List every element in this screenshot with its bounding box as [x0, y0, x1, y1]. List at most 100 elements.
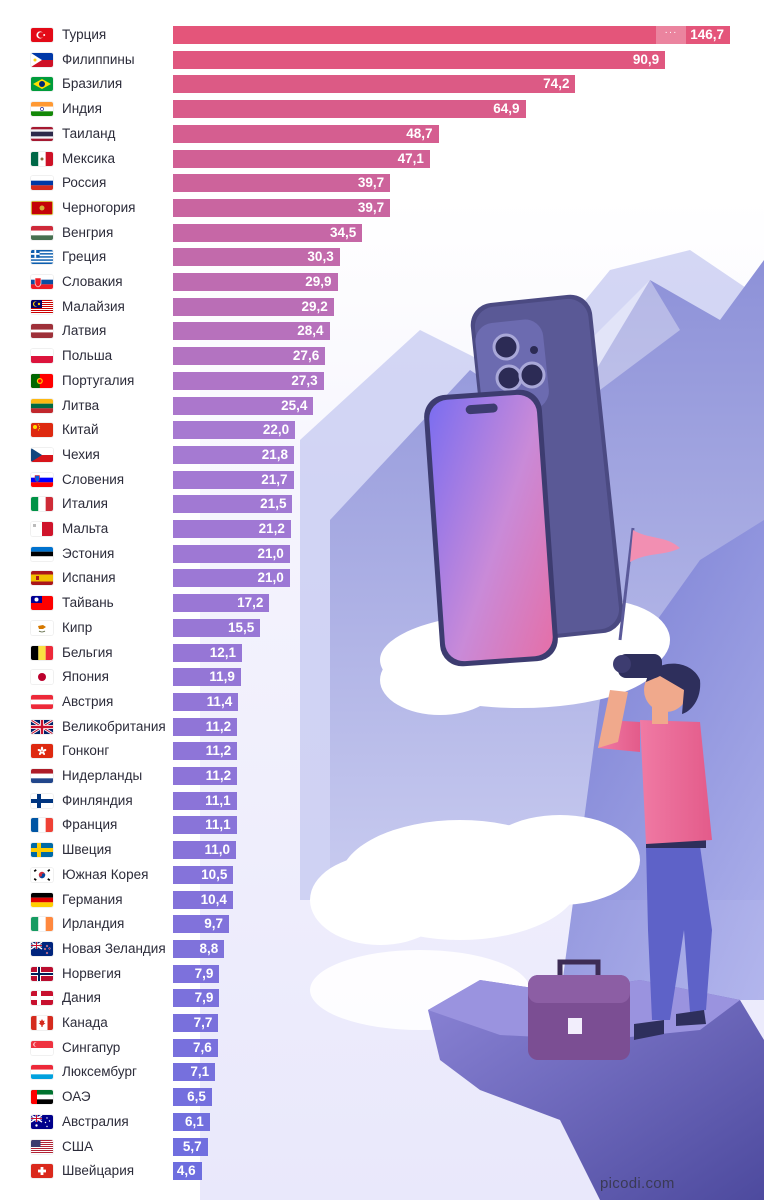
- value-label: 39,7: [357, 199, 385, 215]
- bar-row: Черногория 39,7: [0, 198, 764, 217]
- value-label: 10,4: [200, 891, 227, 907]
- flag-gr-icon: [31, 250, 53, 265]
- bar: 34,5: [173, 223, 363, 242]
- bar: 7,1: [173, 1063, 216, 1082]
- bar: 21,8: [173, 445, 295, 464]
- flag-cn-icon: [31, 423, 53, 438]
- country-label: Турция: [62, 27, 107, 42]
- value-label: 47,1: [397, 150, 424, 166]
- country-label: Венгрия: [62, 224, 114, 240]
- value-label: 21,5: [260, 496, 287, 512]
- bar: 21,5: [173, 495, 293, 514]
- country-label: Финляндия: [62, 792, 133, 808]
- flag-jp-icon: [31, 670, 53, 685]
- country-label: Швеция: [62, 842, 112, 858]
- country-label: Индия: [62, 101, 102, 117]
- bar: 29,2: [173, 297, 334, 316]
- bar: 4,6: [173, 1162, 202, 1181]
- flag-fi-icon: [31, 793, 53, 808]
- country-label: Швейцария: [62, 1163, 135, 1179]
- bar-row: Швейцария 4,6: [0, 1162, 764, 1181]
- value-label: 64,9: [493, 101, 520, 117]
- bar: 39,7: [173, 174, 391, 193]
- flag-nz-icon: [31, 941, 53, 956]
- flag-gb-icon: [31, 719, 53, 734]
- bar: 25,4: [173, 396, 314, 415]
- flag-ae-icon: [31, 1090, 53, 1105]
- country-label: Нидерланды: [62, 768, 143, 783]
- country-label: Испания: [62, 570, 116, 586]
- value-label: 27,6: [292, 348, 320, 364]
- flag-lv-icon: [31, 324, 53, 339]
- flag-sg-icon: [31, 1040, 53, 1055]
- country-label: Греция: [62, 249, 107, 265]
- bar-row: Испания 21,0: [0, 569, 764, 588]
- bar-row: Греция 30,3: [0, 248, 764, 267]
- value-label: 11,2: [205, 718, 232, 734]
- country-label: Мальта: [62, 521, 109, 536]
- value-label: 28,4: [297, 323, 324, 339]
- bar: 11,1: [173, 816, 237, 835]
- bar-row: Южная Корея 10,5: [0, 865, 764, 884]
- flag-tw-icon: [31, 596, 53, 611]
- flag-kr-icon: [31, 867, 53, 882]
- bar: 47,1: [173, 149, 430, 168]
- flag-be-icon: [31, 645, 53, 660]
- bar-row: ОАЭ 6,5: [0, 1088, 764, 1107]
- bar-row: Словакия 29,9: [0, 273, 764, 291]
- flag-ru-icon: [31, 176, 53, 191]
- bar: 15,5: [173, 618, 261, 637]
- bar-row: Филиппины 90,9: [0, 50, 764, 69]
- bar-row: Словения 21,7: [0, 470, 764, 489]
- value-label: 11,4: [206, 693, 233, 709]
- bar-row: Финляндия 11,1: [0, 791, 764, 810]
- bar-row: Эстония 21,0: [0, 544, 764, 563]
- bar: 12,1: [173, 643, 242, 662]
- flag-de-icon: [31, 892, 53, 907]
- value-label: 11,9: [209, 669, 235, 685]
- value-label: 39,7: [357, 175, 385, 191]
- country-label: Тайвань: [62, 595, 114, 611]
- bar-row: Дания 7,9: [0, 989, 764, 1008]
- truncation-mark: ···: [656, 26, 686, 44]
- country-label: Эстония: [62, 545, 115, 561]
- country-label: Кипр: [62, 619, 93, 635]
- value-label: 146,7: [690, 27, 724, 42]
- bar-row: Тайвань 17,2: [0, 594, 764, 613]
- value-label: 7,9: [194, 965, 214, 981]
- value-label: 21,8: [261, 446, 289, 462]
- country-label: Люксембург: [62, 1064, 137, 1080]
- country-label: Словения: [62, 471, 125, 487]
- bar-row: Австралия 6,1: [0, 1112, 764, 1131]
- bar-row: Австрия 11,4: [0, 692, 764, 711]
- bar: 11,9: [173, 668, 241, 687]
- bar-row: Бразилия 74,2: [0, 75, 764, 94]
- country-label: Норвегия: [62, 965, 122, 981]
- country-label: Япония: [62, 669, 109, 685]
- country-label: Бельгия: [62, 644, 113, 660]
- bar-row: Мальта 21,2: [0, 520, 764, 538]
- flag-br-icon: [31, 77, 53, 92]
- value-label: 12,1: [209, 644, 236, 660]
- bar: 48,7: [173, 124, 439, 143]
- value-label: 6,1: [184, 1113, 204, 1129]
- bar: 21,7: [173, 470, 294, 489]
- country-label: Австралия: [62, 1113, 129, 1129]
- flag-sk-icon: [31, 275, 53, 289]
- bar-row: Франция 11,1: [0, 816, 764, 835]
- value-label: 11,1: [205, 817, 231, 833]
- bar-row: Литва 25,4: [0, 396, 764, 415]
- country-label: Новая Зеландия: [62, 940, 166, 956]
- bar-row: Великобритания 11,2: [0, 717, 764, 736]
- country-label: Таиланд: [62, 125, 116, 141]
- bar-row: Китай 22,0: [0, 421, 764, 440]
- value-label: 7,1: [190, 1064, 210, 1080]
- bar: 10,5: [173, 865, 234, 884]
- value-label: 21,7: [261, 471, 288, 487]
- value-label: 8,8: [199, 940, 219, 956]
- value-label: 10,5: [201, 866, 228, 882]
- country-label: Канада: [62, 1015, 108, 1030]
- bar: ··· 146,7: [173, 26, 730, 44]
- bar-row: Польша 27,6: [0, 347, 764, 366]
